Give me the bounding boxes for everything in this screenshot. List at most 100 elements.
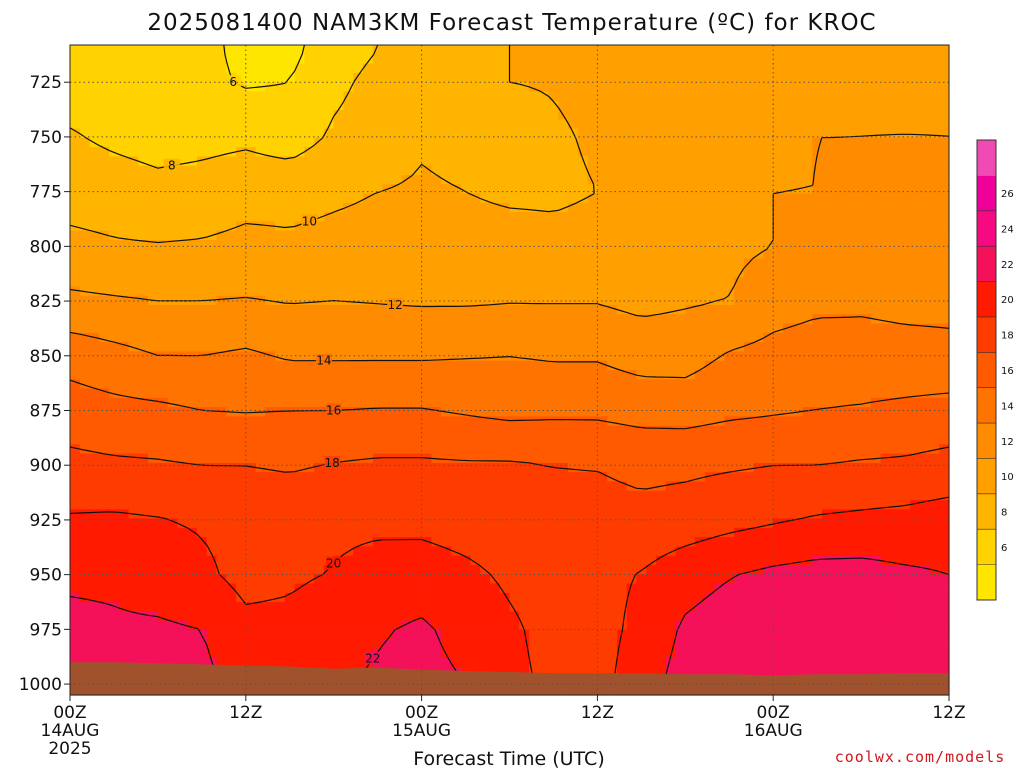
temperature-cell	[929, 240, 940, 250]
temperature-cell	[284, 546, 296, 557]
temperature-cell	[157, 425, 169, 436]
temperature-cell	[421, 212, 432, 223]
temperature-cell	[333, 72, 345, 83]
temperature-cell	[392, 184, 403, 195]
temperature-cell	[743, 286, 755, 297]
temperature-cell	[919, 156, 931, 167]
temperature-cell	[636, 286, 647, 297]
temperature-cell	[607, 388, 618, 399]
temperature-cell	[743, 267, 755, 278]
temperature-cell	[851, 546, 862, 557]
temperature-cell	[392, 379, 403, 390]
temperature-cell	[372, 360, 384, 371]
temperature-cell	[763, 221, 774, 232]
temperature-cell	[714, 527, 725, 538]
temperature-cell	[812, 490, 823, 501]
temperature-cell	[743, 472, 755, 483]
temperature-cell	[226, 277, 237, 288]
temperature-cell	[734, 500, 745, 510]
temperature-cell	[909, 490, 921, 501]
temperature-cell	[343, 147, 354, 158]
temperature-cell	[323, 546, 335, 557]
temperature-cell	[870, 175, 882, 185]
temperature-cell	[89, 249, 100, 260]
temperature-cell	[177, 147, 188, 158]
temperature-cell	[489, 156, 501, 167]
temperature-cell	[402, 416, 413, 427]
temperature-cell	[724, 82, 735, 93]
temperature-cell	[724, 490, 735, 501]
temperature-cell	[782, 267, 794, 278]
temperature-cell	[499, 221, 511, 232]
temperature-cell	[499, 110, 511, 120]
temperature-cell	[548, 379, 559, 390]
temperature-cell	[226, 54, 237, 65]
temperature-cell	[597, 221, 608, 232]
temperature-cell	[431, 518, 442, 529]
temperature-cell	[626, 500, 638, 510]
temperature-cell	[138, 370, 149, 380]
temperature-cell	[568, 137, 579, 148]
temperature-cell	[529, 82, 540, 93]
temperature-cell	[900, 323, 911, 334]
temperature-cell	[382, 147, 393, 158]
temperature-cell	[323, 128, 335, 139]
temperature-cell	[675, 175, 686, 185]
temperature-cell	[118, 425, 130, 436]
temperature-cell	[148, 82, 159, 93]
temperature-cell	[929, 453, 940, 464]
temperature-cell	[753, 397, 765, 408]
temperature-cell	[616, 258, 628, 269]
temperature-cell	[695, 500, 706, 510]
temperature-cell	[167, 379, 179, 390]
temperature-cell	[900, 147, 911, 158]
temperature-cell	[607, 128, 618, 139]
temperature-cell	[587, 388, 598, 399]
temperature-cell	[460, 193, 472, 204]
temperature-cell	[382, 370, 393, 380]
temperature-cell	[587, 221, 598, 232]
temperature-cell	[431, 119, 442, 130]
temperature-cell	[499, 555, 511, 566]
temperature-cell	[782, 258, 794, 269]
temperature-cell	[656, 184, 667, 195]
temperature-cell	[597, 165, 608, 176]
temperature-cell	[773, 202, 784, 213]
temperature-cell	[118, 100, 130, 111]
temperature-cell	[919, 137, 931, 148]
temperature-cell	[265, 537, 276, 548]
temperature-cell	[450, 305, 462, 315]
temperature-cell	[353, 286, 364, 297]
temperature-cell	[822, 184, 833, 195]
temperature-cell	[411, 435, 423, 445]
temperature-cell	[851, 490, 862, 501]
temperature-cell	[919, 277, 931, 288]
temperature-cell	[773, 119, 784, 130]
temperature-cell	[646, 156, 657, 167]
temperature-cell	[284, 128, 296, 139]
temperature-cell	[138, 72, 149, 83]
temperature-cell	[841, 193, 852, 204]
temperature-cell	[665, 360, 677, 371]
temperature-cell	[636, 370, 647, 380]
temperature-cell	[714, 72, 725, 83]
temperature-cell	[509, 110, 520, 120]
temperature-cell	[470, 286, 481, 297]
temperature-cell	[441, 537, 452, 548]
temperature-cell	[489, 370, 501, 380]
temperature-cell	[187, 444, 198, 455]
temperature-cell	[851, 221, 862, 232]
temperature-cell	[382, 212, 393, 223]
temperature-cell	[99, 388, 110, 399]
temperature-cell	[196, 342, 208, 353]
temperature-cell	[343, 100, 354, 111]
temperature-cell	[656, 407, 667, 418]
temperature-cell	[294, 462, 305, 473]
temperature-cell	[890, 110, 901, 120]
temperature-cell	[255, 546, 266, 557]
temperature-cell	[919, 444, 931, 455]
temperature-cell	[587, 537, 598, 548]
temperature-cell	[685, 332, 696, 343]
temperature-cell	[616, 388, 628, 399]
temperature-cell	[167, 91, 179, 102]
